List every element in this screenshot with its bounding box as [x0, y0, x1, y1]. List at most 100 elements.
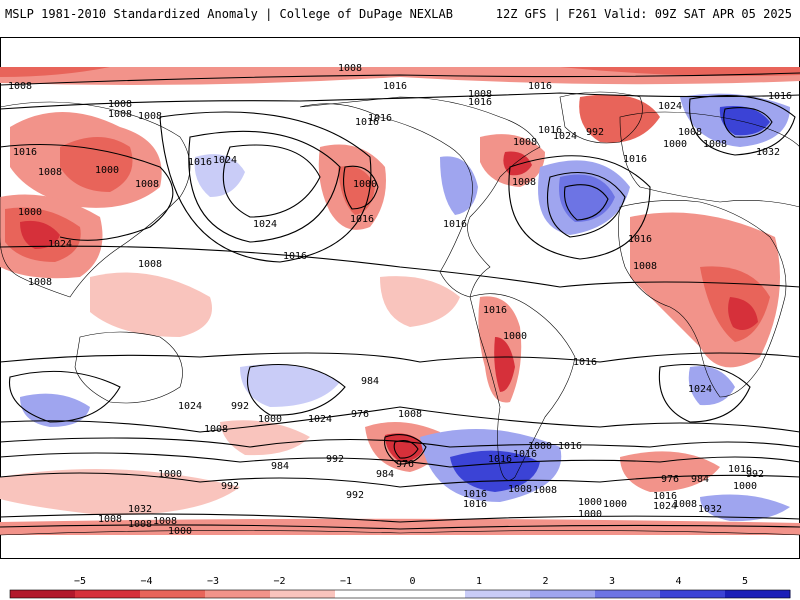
contour-label: 976 [661, 474, 679, 485]
contour-label: 1000 [528, 441, 552, 452]
colorbar-swatch [530, 590, 596, 598]
colorbar-tick-label: −3 [207, 576, 219, 587]
anomaly-polar-north-core [0, 67, 800, 77]
contour-label: 1008 [135, 179, 159, 190]
contour-label: 1016 [283, 251, 307, 262]
anomaly-europe-high-core [719, 106, 770, 136]
contour-label: 1008 [128, 519, 152, 530]
isobar-1016-pacific [188, 130, 341, 243]
contour-label: 1016 [383, 81, 407, 92]
isobar-984-south [0, 472, 800, 488]
contour-label: 1016 [558, 441, 582, 452]
contour-label: 1016 [463, 499, 487, 510]
anomaly-southern-ocean-1 [0, 469, 240, 516]
isobar-976-low [393, 440, 419, 459]
contour-label: 1008 [678, 127, 702, 138]
anomaly-indonesia [90, 272, 212, 337]
coast-africa [618, 200, 787, 398]
contour-label: 1016 [488, 454, 512, 465]
anomaly-china-core [60, 137, 133, 192]
contour-label: 1016 [538, 125, 562, 136]
title-right: 12Z GFS | F261 Valid: 09Z SAT APR 05 202… [495, 7, 792, 21]
contour-label: 1032 [756, 147, 780, 158]
contour-label: 984 [691, 474, 709, 485]
contour-label: 1008 [398, 409, 422, 420]
anomaly-central-america [380, 276, 460, 327]
contour-label: 1008 [138, 259, 162, 270]
colorbar-tick-label: 2 [542, 576, 548, 587]
contour-label: 1016 [768, 91, 792, 102]
contour-label: 1024 [48, 239, 72, 250]
isobar-1000-alaska [343, 165, 379, 210]
contour-label: 1016 [573, 357, 597, 368]
contour-label: 1016 [443, 219, 467, 230]
anomaly-indian-ocean-high [20, 393, 90, 427]
colorbar-tick-label: −4 [140, 576, 152, 587]
contour-label: 1000 [603, 499, 627, 510]
contour-label: 1008 [508, 484, 532, 495]
colorbar-swatch [335, 590, 401, 598]
colorbar-swatch [595, 590, 661, 598]
colorbar-tick-label: 3 [609, 576, 615, 587]
title-left: MSLP 1981-2010 Standardized Anomaly | Co… [5, 7, 453, 21]
contour-label: 1024 [553, 131, 577, 142]
anomaly-polar-south [0, 518, 800, 535]
contour-label: 1008 [153, 516, 177, 527]
contour-label: 1000 [663, 139, 687, 150]
isobar-1016-south [0, 352, 800, 363]
contour-label: 992 [346, 490, 364, 501]
contour-label: 1016 [728, 464, 752, 475]
isobar-1000-antarctic [0, 513, 800, 523]
isobar-1024-south-pacific [246, 363, 346, 416]
isobar-1008-pacific [159, 111, 372, 263]
colorbar-swatch [205, 590, 271, 598]
isobar-1024-europe [689, 95, 796, 156]
colorbar-swatch [270, 590, 336, 598]
colorbar-tick-label: 1 [476, 576, 482, 587]
contour-label: 1016 [628, 234, 652, 245]
colorbar-outline [9, 589, 791, 599]
anomaly-s-pacific-high [240, 364, 340, 407]
contour-label: 976 [396, 459, 414, 470]
isobar-1016-atlantic [508, 155, 651, 260]
contour-label: 1016 [513, 449, 537, 460]
contour-label: 1016 [350, 214, 374, 225]
contour-label: 1016 [653, 491, 677, 502]
contour-label: 984 [376, 469, 394, 480]
contour-label: 1016 [483, 305, 507, 316]
contour-label: 1032 [698, 504, 722, 515]
contour-label: 1016 [13, 147, 37, 158]
contour-label: 992 [746, 469, 764, 480]
isobar-1016-asia [0, 143, 174, 241]
anomaly-s-indian-high [700, 494, 790, 522]
contour-label: 1024 [253, 219, 277, 230]
contour-label: 984 [361, 376, 379, 387]
anomaly-andes-core [494, 337, 515, 392]
contour-label: 992 [586, 127, 604, 138]
colorbar-swatch [10, 590, 76, 598]
colorbar-swatches [9, 589, 791, 599]
contour-label: 1016 [368, 113, 392, 124]
isobar-992-south [0, 452, 800, 468]
contour-label: 1024 [308, 414, 332, 425]
colorbar-tick-label: −1 [340, 576, 352, 587]
contour-label: 1000 [18, 207, 42, 218]
colorbar-swatch [140, 590, 206, 598]
contour-label: 1008 [8, 81, 32, 92]
contour-label: 1008 [533, 485, 557, 496]
isobar-1024-atlantic [546, 171, 626, 238]
isobar-1024-pacific [222, 144, 321, 218]
contour-label: 1000 [168, 526, 192, 537]
contour-label: 1000 [258, 414, 282, 425]
colorbar-swatch [75, 590, 141, 598]
contour-label: 1008 [28, 277, 52, 288]
anomaly-africa-peak [728, 297, 758, 331]
contour-label: 1008 [108, 99, 132, 110]
isobar-1024-south-indian [8, 370, 121, 423]
contour-label: 1008 [338, 63, 362, 74]
contour-label: 1008 [468, 89, 492, 100]
anomaly-gulf-alaska-core [338, 166, 375, 215]
contour-label: 1008 [513, 137, 537, 148]
anomaly-n-pacific-high [194, 154, 245, 197]
